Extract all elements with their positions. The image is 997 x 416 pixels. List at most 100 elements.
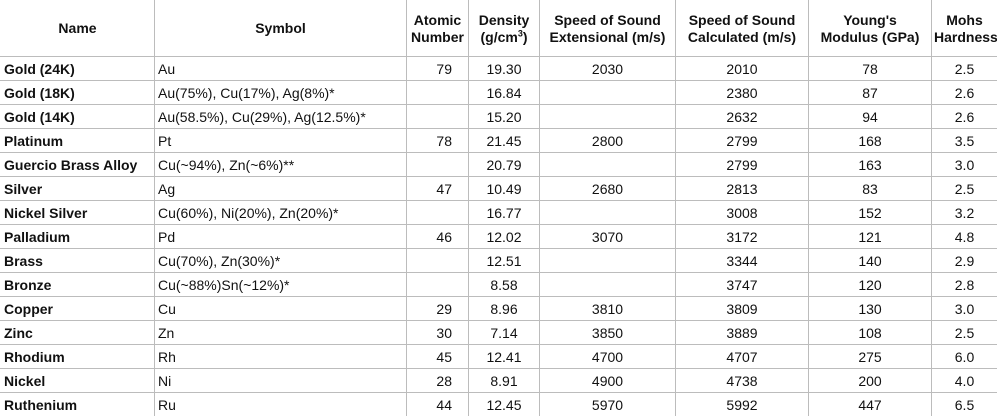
cell-name: Bronze <box>0 272 155 297</box>
cell-youngs-modulus: 94 <box>808 104 932 129</box>
cell-mohs-hardness: 2.6 <box>931 80 997 105</box>
table-row: Copper Cu 29 8.96 3810 3809 130 3.0 <box>0 296 997 321</box>
cell-mohs-hardness: 6.5 <box>931 392 997 416</box>
header-atomic-number: Atomic Number <box>406 0 469 57</box>
cell-atomic-number <box>406 248 469 273</box>
cell-atomic-number: 46 <box>406 224 469 249</box>
cell-youngs-modulus: 120 <box>808 272 932 297</box>
cell-density: 21.45 <box>468 128 540 153</box>
cell-symbol: Au(75%), Cu(17%), Ag(8%)* <box>154 80 407 105</box>
cell-speed-calculated: 2632 <box>675 104 809 129</box>
cell-name: Platinum <box>0 128 155 153</box>
cell-speed-extensional <box>539 80 676 105</box>
cell-name: Rhodium <box>0 344 155 369</box>
cell-symbol: Au(58.5%), Cu(29%), Ag(12.5%)* <box>154 104 407 129</box>
cell-youngs-modulus: 447 <box>808 392 932 416</box>
cell-symbol: Ni <box>154 368 407 393</box>
cell-speed-calculated: 4738 <box>675 368 809 393</box>
table-row: Silver Ag 47 10.49 2680 2813 83 2.5 <box>0 176 997 201</box>
cell-atomic-number: 44 <box>406 392 469 416</box>
cell-name: Silver <box>0 176 155 201</box>
cell-speed-calculated: 2380 <box>675 80 809 105</box>
cell-name: Palladium <box>0 224 155 249</box>
cell-name: Ruthenium <box>0 392 155 416</box>
cell-density: 20.79 <box>468 152 540 177</box>
cell-speed-extensional <box>539 152 676 177</box>
cell-mohs-hardness: 4.0 <box>931 368 997 393</box>
cell-atomic-number: 79 <box>406 56 469 81</box>
cell-name: Copper <box>0 296 155 321</box>
cell-youngs-modulus: 108 <box>808 320 932 345</box>
cell-speed-extensional: 3850 <box>539 320 676 345</box>
cell-speed-calculated: 2799 <box>675 128 809 153</box>
cell-speed-calculated: 3344 <box>675 248 809 273</box>
table-header: Name Symbol Atomic Number Density (g/cm3) … <box>0 0 997 57</box>
cell-symbol: Cu(70%), Zn(30%)* <box>154 248 407 273</box>
cell-name: Zinc <box>0 320 155 345</box>
cell-speed-calculated: 4707 <box>675 344 809 369</box>
table-row: Gold (24K) Au 79 19.30 2030 2010 78 2.5 <box>0 56 997 81</box>
cell-name: Gold (24K) <box>0 56 155 81</box>
cell-speed-extensional: 3070 <box>539 224 676 249</box>
cell-speed-calculated: 5992 <box>675 392 809 416</box>
cell-mohs-hardness: 3.0 <box>931 152 997 177</box>
cell-symbol: Ru <box>154 392 407 416</box>
cell-youngs-modulus: 275 <box>808 344 932 369</box>
cell-density: 12.45 <box>468 392 540 416</box>
table-row: Gold (14K) Au(58.5%), Cu(29%), Ag(12.5%)*… <box>0 104 997 129</box>
cell-name: Brass <box>0 248 155 273</box>
cell-youngs-modulus: 130 <box>808 296 932 321</box>
header-speed-extensional: Speed of Sound Extensional (m/s) <box>539 0 676 57</box>
table-row: Brass Cu(70%), Zn(30%)* 12.51 3344 140 2.9 <box>0 248 997 273</box>
cell-atomic-number <box>406 272 469 297</box>
header-youngs-modulus: Young's Modulus (GPa) <box>808 0 932 57</box>
cell-density: 10.49 <box>468 176 540 201</box>
cell-atomic-number: 47 <box>406 176 469 201</box>
table-row: Nickel Silver Cu(60%), Ni(20%), Zn(20%)* 1… <box>0 200 997 225</box>
cell-density: 8.96 <box>468 296 540 321</box>
cell-density: 8.91 <box>468 368 540 393</box>
cell-speed-extensional: 3810 <box>539 296 676 321</box>
cell-mohs-hardness: 3.2 <box>931 200 997 225</box>
cell-youngs-modulus: 140 <box>808 248 932 273</box>
cell-speed-calculated: 3809 <box>675 296 809 321</box>
cell-mohs-hardness: 2.5 <box>931 56 997 81</box>
table-row: Zinc Zn 30 7.14 3850 3889 108 2.5 <box>0 320 997 345</box>
cell-name: Nickel <box>0 368 155 393</box>
cell-mohs-hardness: 3.0 <box>931 296 997 321</box>
cell-density: 16.77 <box>468 200 540 225</box>
cell-youngs-modulus: 121 <box>808 224 932 249</box>
cell-speed-calculated: 2010 <box>675 56 809 81</box>
cell-speed-extensional <box>539 272 676 297</box>
cell-youngs-modulus: 200 <box>808 368 932 393</box>
cell-speed-extensional: 2030 <box>539 56 676 81</box>
cell-youngs-modulus: 83 <box>808 176 932 201</box>
cell-symbol: Pd <box>154 224 407 249</box>
header-name: Name <box>0 0 155 57</box>
header-speed-calculated: Speed of Sound Calculated (m/s) <box>675 0 809 57</box>
cell-mohs-hardness: 2.5 <box>931 176 997 201</box>
cell-mohs-hardness: 2.8 <box>931 272 997 297</box>
table-row: Rhodium Rh 45 12.41 4700 4707 275 6.0 <box>0 344 997 369</box>
header-density: Density (g/cm3) <box>468 0 540 57</box>
cell-name: Guercio Brass Alloy <box>0 152 155 177</box>
cell-mohs-hardness: 4.8 <box>931 224 997 249</box>
cell-youngs-modulus: 152 <box>808 200 932 225</box>
cell-speed-calculated: 3747 <box>675 272 809 297</box>
table-row: Palladium Pd 46 12.02 3070 3172 121 4.8 <box>0 224 997 249</box>
cell-speed-extensional: 2800 <box>539 128 676 153</box>
cell-atomic-number <box>406 152 469 177</box>
cell-symbol: Cu <box>154 296 407 321</box>
cell-speed-calculated: 3889 <box>675 320 809 345</box>
cell-symbol: Pt <box>154 128 407 153</box>
cell-speed-extensional <box>539 248 676 273</box>
cell-atomic-number: 28 <box>406 368 469 393</box>
cell-density: 7.14 <box>468 320 540 345</box>
cell-speed-calculated: 2813 <box>675 176 809 201</box>
cell-speed-extensional: 4700 <box>539 344 676 369</box>
cell-youngs-modulus: 78 <box>808 56 932 81</box>
cell-speed-extensional: 4900 <box>539 368 676 393</box>
cell-youngs-modulus: 163 <box>808 152 932 177</box>
cell-density: 15.20 <box>468 104 540 129</box>
table-row: Bronze Cu(~88%)Sn(~12%)* 8.58 3747 120 2.8 <box>0 272 997 297</box>
